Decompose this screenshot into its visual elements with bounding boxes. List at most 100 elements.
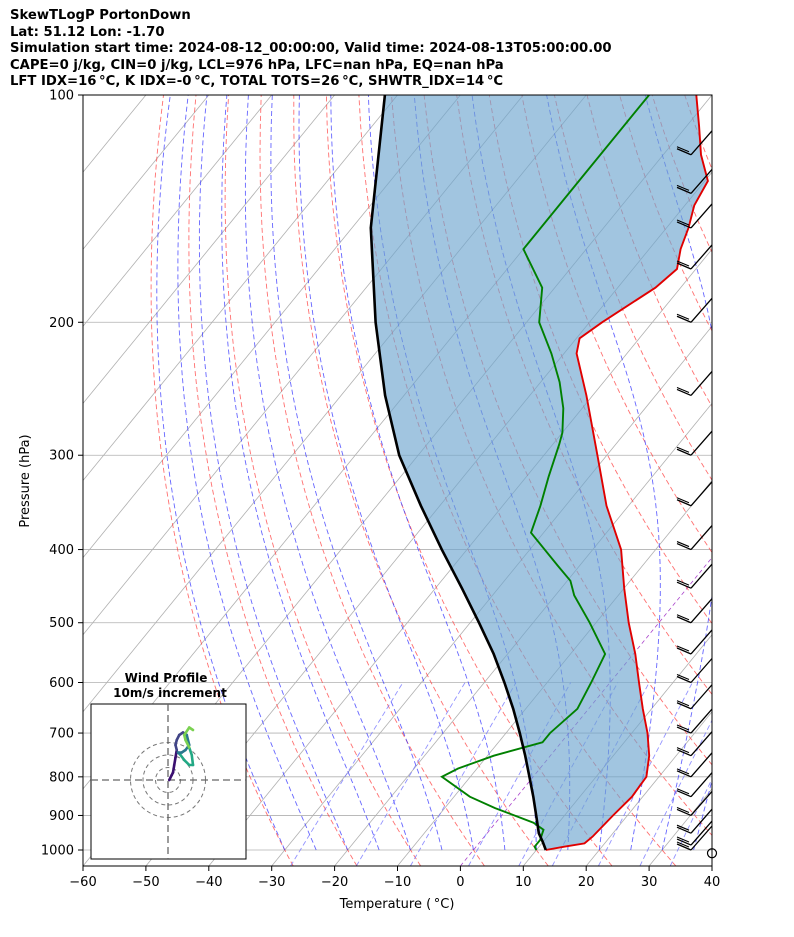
wind-barb (676, 772, 713, 798)
dry-adiabat (750, 95, 794, 866)
wind-barb-shaft (690, 752, 713, 778)
wind-barb-flag (676, 836, 690, 843)
wind-barb-shaft (690, 731, 713, 757)
wind-barb-flag (676, 788, 690, 795)
x-tick-label: −10 (384, 875, 411, 890)
y-tick-label: 400 (49, 543, 74, 558)
cape-cin-shading (370, 95, 708, 850)
moist-adiabat (244, 95, 412, 851)
wind-barb-flag (676, 675, 692, 684)
wind-barb (676, 130, 713, 156)
wind-barb (676, 598, 713, 624)
isotherm-line (83, 95, 84, 96)
indices-line: LFT IDX=16 °C, K IDX=-0 °C, TOTAL TOTS=2… (10, 74, 504, 90)
moist-adiabat (177, 95, 317, 851)
header: SkewTLogP PortonDown Lat: 51.12 Lon: -1.… (10, 8, 790, 91)
wind-barb-shaft (690, 525, 713, 550)
y-tick-label: 900 (49, 809, 74, 824)
wind-barb-flag (676, 770, 692, 778)
wind-barb-flag (676, 749, 692, 757)
wind-barb-flag (676, 768, 690, 775)
wind-barb-flag (676, 146, 690, 153)
hodograph-trace (187, 726, 195, 732)
dry-adiabat (188, 95, 358, 866)
wind-barb (676, 752, 713, 778)
mixing-ratio-line (355, 682, 466, 866)
wind-barb (676, 808, 713, 834)
temperature-line (545, 95, 709, 851)
dry-adiabat (717, 95, 794, 866)
moist-adiabat (156, 95, 286, 851)
isotherm-line (83, 95, 461, 559)
wind-barb (676, 203, 713, 229)
x-tick-label: 0 (456, 875, 464, 890)
wind-barbs (676, 130, 718, 859)
wind-barb (676, 244, 713, 270)
wind-barb (676, 629, 713, 655)
x-tick-label: 40 (704, 875, 721, 890)
wind-barb-flag (676, 542, 692, 551)
wind-barb-flag (676, 388, 692, 397)
wind-barb-flag (676, 726, 692, 734)
wind-barb (676, 708, 713, 734)
wind-barb-shaft (690, 430, 713, 456)
time-line: Simulation start time: 2024-08-12_00:00:… (10, 41, 612, 57)
x-tick-label: 20 (578, 875, 595, 890)
wind-barb-flag (676, 616, 692, 624)
hodograph-inset: Wind Profile 10m/s increment (90, 671, 247, 860)
cape-line: CAPE=0 j/kg, CIN=0 j/kg, LCL=976 hPa, LF… (10, 57, 504, 73)
moist-adiabat (270, 95, 443, 851)
y-tick-label: 500 (49, 616, 74, 631)
wind-barb-shaft (690, 371, 713, 396)
wind-barb (676, 684, 713, 710)
moist-adiabat (330, 95, 506, 851)
isotherm-line (83, 95, 335, 405)
wind-barb-flag (676, 448, 692, 456)
wind-barb (676, 430, 713, 456)
wind-barb-flag (676, 841, 690, 848)
cin-shade-region (370, 95, 708, 850)
moist-adiabat (546, 95, 661, 851)
wind-barb (676, 481, 713, 507)
y-tick-label: 200 (49, 316, 74, 331)
wind-barb (676, 525, 713, 551)
wind-barb-shaft (690, 203, 713, 229)
y-tick-label: 100 (49, 89, 74, 104)
x-tick-label: 30 (641, 875, 658, 890)
mixing-ratio-line (410, 682, 517, 866)
wind-barb-flag (676, 386, 690, 393)
isotherm-line (83, 95, 210, 250)
wind-barb-flag (676, 647, 692, 655)
wind-barb (676, 731, 713, 757)
wind-barb-flag (676, 614, 690, 621)
profile-lines (369, 95, 709, 851)
wind-barb-shaft (690, 772, 713, 798)
x-axis-label: Temperature ( °C) (339, 897, 455, 912)
wind-barb (676, 563, 713, 589)
wind-barb (676, 820, 713, 846)
y-tick-label: 600 (49, 676, 74, 691)
wind-barb-flag (676, 645, 690, 652)
isotherm-line (585, 711, 712, 866)
dry-adiabat (224, 95, 422, 866)
hodograph-trace (185, 733, 191, 747)
wind-barb-shaft (690, 825, 713, 851)
wind-barb-flag (676, 186, 692, 194)
axes: −60 −50 −40 −30 −20 −10 0 10 20 30 40 1000 900 800 700… (41, 89, 720, 891)
wind-barb-shaft (690, 297, 713, 323)
wind-barb-flag (676, 499, 692, 507)
dewpoint-line (440, 95, 650, 851)
wind-barb-shaft (690, 658, 713, 683)
wind-barb-shaft (690, 168, 713, 194)
wind-barb (676, 658, 713, 684)
isotherm-line (711, 865, 712, 866)
wind-barb (676, 825, 713, 851)
y-tick-label: 300 (49, 449, 74, 464)
x-tick-label: −50 (132, 875, 159, 890)
wind-barb-flag (676, 700, 690, 707)
x-tick-label: −40 (195, 875, 222, 890)
wind-barb-shaft (690, 708, 713, 734)
dry-adiabat (259, 95, 485, 866)
wind-barb-shaft (690, 563, 713, 589)
mixing-ratio-line (468, 682, 572, 866)
